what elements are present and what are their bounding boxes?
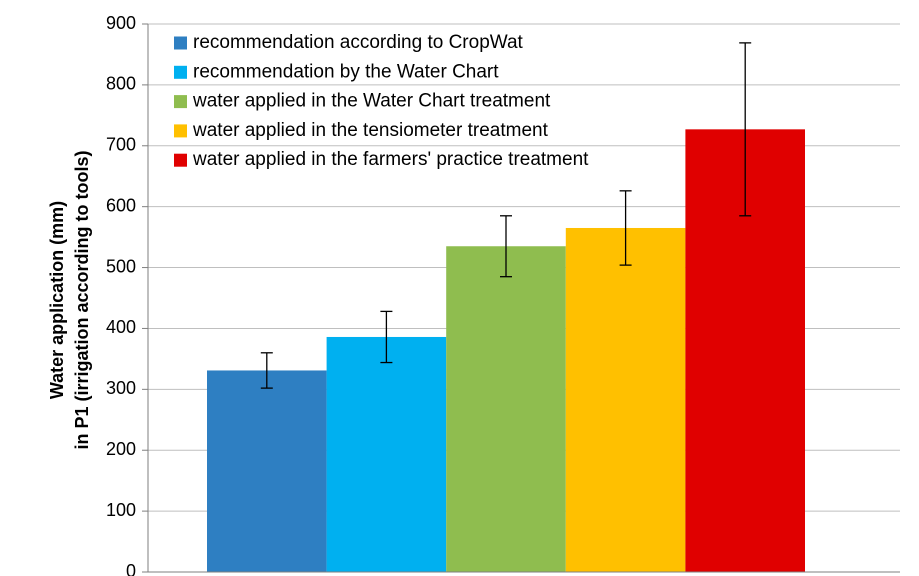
y-tick-label: 300 — [106, 378, 136, 398]
y-tick-label: 500 — [106, 256, 136, 276]
y-axis-title-line: in P1 (irrigation according to tools) — [72, 150, 92, 449]
y-tick-label: 800 — [106, 74, 136, 94]
legend-swatch — [174, 124, 187, 138]
legend-swatch — [174, 36, 187, 50]
legend-label: water applied in the tensiometer treatme… — [192, 120, 549, 141]
legend-label: water applied in the Water Chart treatme… — [192, 91, 551, 112]
bar — [565, 227, 686, 572]
y-tick-label: 0 — [126, 561, 136, 576]
bar — [326, 336, 447, 572]
legend-label: water applied in the farmers' practice t… — [192, 149, 589, 170]
legend-label: recommendation according to CropWat — [193, 32, 524, 53]
bar — [446, 246, 566, 572]
y-axis-title: Water application (mm) in P1 (irrigation… — [47, 150, 92, 449]
y-axis-title-line: Water application (mm) — [47, 201, 67, 399]
y-tick-label: 700 — [106, 135, 136, 155]
y-tick-label: 200 — [106, 439, 136, 459]
legend-swatch — [174, 95, 187, 109]
y-tick-label: 100 — [106, 500, 136, 520]
y-tick-label: 900 — [106, 13, 136, 33]
legend-swatch — [174, 65, 187, 79]
y-tick-label: 400 — [106, 317, 136, 337]
y-tick-label: 600 — [106, 195, 136, 215]
legend-swatch — [174, 153, 187, 167]
bar — [207, 370, 327, 572]
legend-label: recommendation by the Water Chart — [193, 61, 499, 82]
